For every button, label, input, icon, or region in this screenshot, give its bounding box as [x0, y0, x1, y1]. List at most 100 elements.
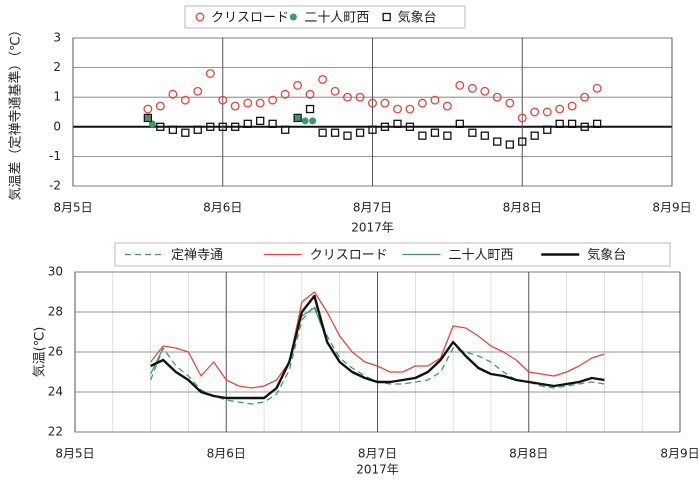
point — [256, 116, 265, 126]
point — [442, 101, 452, 111]
point — [193, 86, 203, 96]
point — [368, 125, 377, 134]
point — [455, 119, 464, 128]
point — [592, 83, 602, 93]
point — [181, 128, 190, 137]
point — [148, 120, 156, 128]
point — [355, 128, 365, 137]
point — [517, 113, 527, 123]
point — [467, 83, 477, 93]
x-tick-label: 8月5日 — [53, 201, 92, 215]
point — [505, 98, 515, 108]
point — [555, 119, 564, 128]
series-line — [150, 291, 605, 389]
series-line — [150, 294, 605, 400]
chart-panel: -2 -1 0 1 2 3 8月5日 8月6日 8月7日 8月8日 8月9日 2017年 気温差（定禅寺… — [8, 5, 692, 235]
point — [518, 137, 527, 146]
x-tick-label: 8月7日 — [353, 201, 392, 215]
point — [505, 140, 514, 149]
point — [218, 122, 227, 131]
point — [243, 98, 253, 108]
point — [301, 117, 309, 125]
point — [542, 107, 552, 117]
point — [294, 114, 302, 122]
point — [455, 80, 465, 90]
point — [143, 104, 153, 114]
y-axis-title: 気温(℃) — [32, 327, 48, 378]
legend-label: 二十人町西 — [304, 11, 369, 26]
point — [493, 137, 502, 146]
point — [343, 131, 352, 140]
point — [330, 86, 340, 96]
y-tick-label: 3 — [53, 31, 61, 45]
point — [543, 125, 552, 134]
legend-label: クリスロード — [310, 248, 388, 263]
point — [405, 122, 415, 131]
legend-box — [114, 242, 671, 267]
point — [156, 122, 165, 131]
legend-label: 気象台 — [398, 10, 437, 26]
point — [555, 104, 565, 114]
point — [195, 12, 205, 22]
point — [380, 98, 390, 108]
point — [309, 117, 317, 125]
point — [382, 12, 391, 22]
y-axis-title: 気温差（定禅寺通基準）（℃） — [8, 23, 24, 200]
x-tick-label: 8月6日 — [203, 201, 242, 215]
point — [268, 95, 278, 105]
point — [330, 128, 340, 137]
point — [318, 128, 327, 137]
point — [168, 89, 178, 99]
y-tick-label: 28 — [48, 305, 63, 319]
point — [193, 125, 202, 134]
y-tick-label: 26 — [48, 345, 63, 359]
point — [205, 69, 215, 78]
chart-panel: 22 24 26 28 30 8月5日 8月6日 8月7日 8月8日 8月9日 2017年 気温(℃)… — [32, 242, 700, 477]
point — [380, 122, 390, 131]
point — [243, 119, 252, 128]
x-tick-label: 8月8日 — [509, 447, 548, 461]
point — [155, 101, 165, 111]
point — [580, 122, 589, 131]
point — [492, 92, 502, 102]
point — [480, 86, 490, 96]
y-tick-label: 0 — [53, 119, 61, 133]
y-tick-label: -2 — [49, 179, 61, 193]
point — [567, 119, 577, 128]
point — [231, 122, 240, 131]
point — [580, 92, 590, 102]
point — [255, 98, 265, 108]
point — [355, 92, 365, 102]
point — [530, 131, 539, 140]
y-tick-label: 30 — [48, 265, 63, 279]
legend-box — [184, 5, 466, 29]
point — [281, 125, 290, 134]
point — [418, 131, 427, 140]
point — [280, 89, 290, 99]
point — [405, 104, 415, 114]
point — [218, 95, 228, 105]
y-tick-label: 1 — [53, 90, 61, 104]
point — [268, 119, 277, 128]
point — [206, 122, 215, 131]
x-tick-label: 8月9日 — [660, 447, 699, 461]
point — [468, 128, 477, 137]
x-axis-title: 2017年 — [356, 463, 399, 477]
x-tick-label: 8月6日 — [207, 447, 246, 461]
legend-label: 二十人町西 — [449, 248, 514, 263]
y-tick-label: 2 — [53, 60, 61, 74]
point — [530, 107, 540, 117]
x-tick-label: 8月7日 — [358, 447, 397, 461]
x-tick-label: 8月5日 — [55, 447, 94, 461]
point — [417, 98, 427, 108]
point — [293, 80, 303, 90]
point — [318, 74, 328, 84]
point — [343, 92, 352, 102]
point — [293, 113, 302, 123]
x-axis-title: 2017年 — [351, 221, 394, 235]
point — [180, 95, 190, 105]
point — [592, 119, 602, 128]
point — [443, 131, 452, 140]
point — [430, 128, 440, 137]
